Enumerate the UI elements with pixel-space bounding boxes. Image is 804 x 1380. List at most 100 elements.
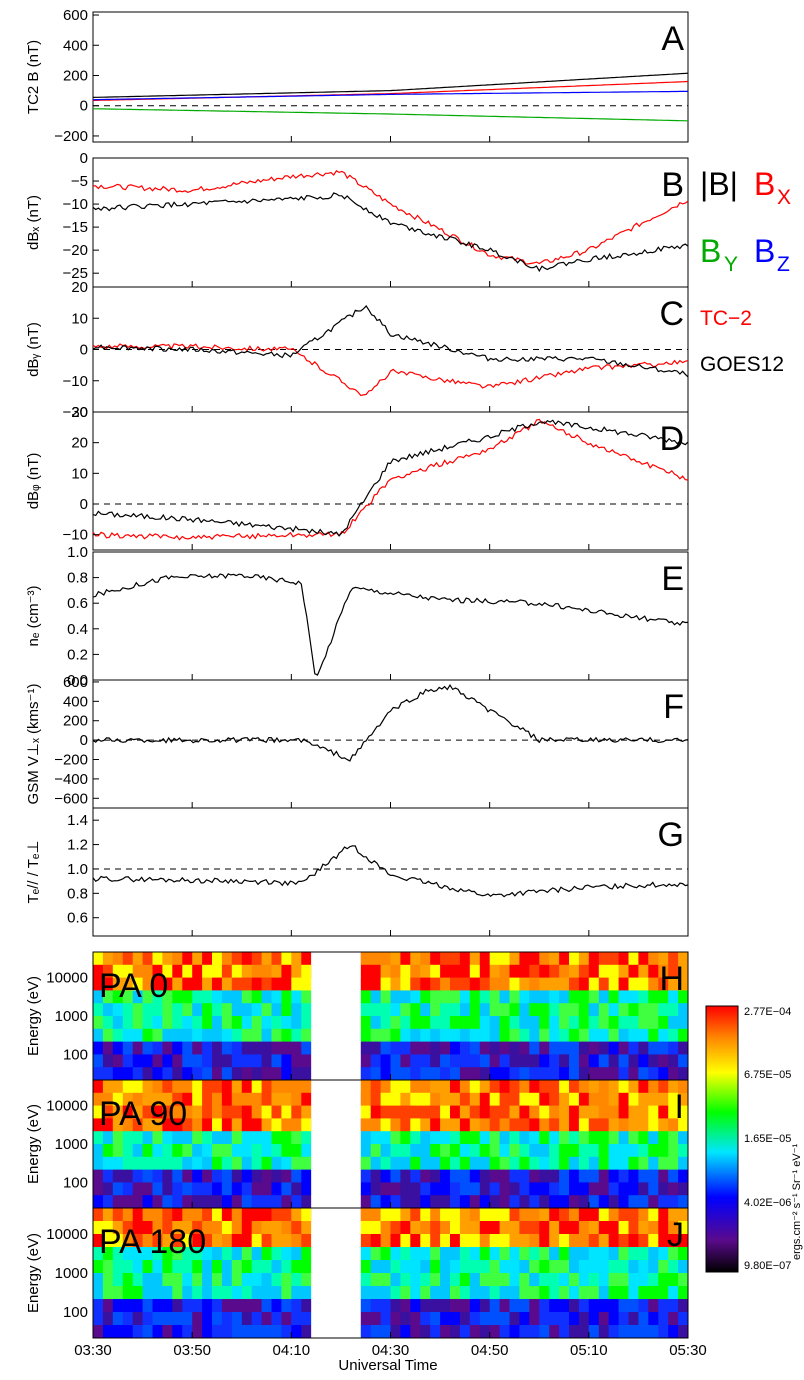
heatmap-cell (162, 1169, 173, 1183)
heatmap-cell (281, 1208, 292, 1222)
heatmap-cell (291, 1169, 302, 1183)
heatmap-cell (440, 952, 451, 966)
heatmap-cell (93, 1067, 104, 1081)
heatmap-cell (529, 1247, 540, 1261)
heatmap-cell (212, 1092, 223, 1107)
heatmap-cell (678, 964, 689, 979)
heatmap-cell (390, 1247, 401, 1261)
heatmap-cell (519, 1234, 530, 1248)
heatmap-cell (172, 1092, 183, 1107)
heatmap-cell (142, 1067, 153, 1081)
heatmap-cell (221, 1234, 233, 1248)
heatmap-cell (588, 1118, 600, 1132)
heatmap-cell (360, 977, 372, 991)
heatmap-cell (271, 1182, 282, 1196)
heatmap-cell (628, 1221, 639, 1235)
heatmap-cell (529, 964, 540, 979)
heatmap-cell (192, 1286, 203, 1300)
heatmap-cell (231, 990, 243, 1004)
heatmap-cell (281, 1105, 292, 1119)
heatmap-cell (142, 1169, 153, 1183)
heatmap-cell (261, 1247, 272, 1261)
heatmap-cell (370, 1325, 382, 1339)
heatmap-cell (182, 1286, 193, 1300)
heatmap-cell (588, 1092, 600, 1107)
heatmap-cell (440, 977, 451, 991)
heatmap-cell (648, 1182, 659, 1196)
y-axis-label: nₑ (cm⁻³) (25, 586, 42, 647)
heatmap-cell (291, 1003, 302, 1017)
heatmap-cell (489, 1041, 501, 1055)
heatmap-cell (400, 1325, 411, 1339)
heatmap-cell (469, 1003, 481, 1017)
heatmap-cell (271, 1054, 282, 1068)
heatmap-cell (112, 1003, 124, 1017)
heatmap-cell (380, 977, 391, 991)
heatmap-cell (420, 1003, 431, 1017)
heatmap-cell (370, 1195, 382, 1209)
heatmap-cell (241, 1312, 253, 1326)
heatmap-cell (212, 1182, 223, 1196)
heatmap-cell (638, 1208, 649, 1222)
heatmap-cell (450, 1067, 461, 1081)
y-tick-label: −200 (54, 128, 88, 145)
heatmap-cell (301, 1208, 312, 1222)
legend-Bz: B (754, 233, 775, 269)
heatmap-cell (420, 1325, 431, 1339)
heatmap-cell (241, 1016, 253, 1030)
heatmap-cell (281, 977, 292, 991)
heatmap-cell (410, 1208, 421, 1222)
heatmap-cell (479, 1067, 491, 1081)
legend-tc2: TC−2 (700, 307, 752, 330)
heatmap-cell (569, 1003, 580, 1017)
heatmap-cell (202, 1118, 213, 1132)
heatmap-cell (598, 1080, 610, 1094)
heatmap-cell (519, 964, 530, 979)
heatmap-cell (549, 1144, 560, 1158)
heatmap-cell (489, 1299, 501, 1313)
heatmap-cell (390, 1016, 401, 1030)
heatmap-cell (638, 1016, 649, 1030)
heatmap-cell (162, 990, 173, 1004)
heatmap-cell (489, 1092, 501, 1107)
heatmap-cell (192, 1092, 203, 1107)
heatmap-cell (578, 1092, 590, 1107)
heatmap-cell (539, 1080, 550, 1094)
heatmap-cell (569, 1144, 580, 1158)
heatmap-cell (658, 1208, 669, 1222)
heatmap-cell (479, 964, 491, 979)
heatmap-cell (400, 1080, 411, 1094)
heatmap-cell (678, 1067, 689, 1081)
heatmap-cell (519, 1016, 530, 1030)
heatmap-cell (648, 1312, 659, 1326)
heatmap-cell (251, 1067, 263, 1081)
heatmap-cell (221, 1182, 233, 1196)
heatmap-cell (261, 1028, 272, 1043)
heatmap-cell (450, 1247, 461, 1261)
heatmap-cell (152, 964, 163, 979)
heatmap-cell (281, 952, 292, 966)
heatmap-cell (380, 1195, 391, 1209)
heatmap-cell (450, 1260, 461, 1274)
heatmap-cell (152, 1260, 163, 1274)
heatmap-cell (658, 1028, 669, 1043)
heatmap-cell (291, 1234, 302, 1248)
heatmap-cell (569, 1054, 580, 1068)
heatmap-cell (370, 1092, 382, 1107)
heatmap-cell (598, 977, 610, 991)
heatmap-cell (291, 1312, 302, 1326)
heatmap-cell (440, 1234, 451, 1248)
heatmap-cell (202, 1195, 213, 1209)
heatmap-cell (638, 1092, 649, 1107)
heatmap-cell (301, 1016, 312, 1030)
heatmap-cell (192, 1067, 203, 1081)
heatmap-cell (588, 1221, 600, 1235)
panel-frame (92, 157, 689, 288)
heatmap-cell (608, 1041, 620, 1055)
heatmap-cell (440, 1312, 451, 1326)
heatmap-cell (668, 1234, 679, 1248)
heatmap-cell (400, 1105, 411, 1119)
heatmap-cell (420, 952, 431, 966)
heatmap-cell (410, 1247, 421, 1261)
heatmap-cell (291, 1016, 302, 1030)
